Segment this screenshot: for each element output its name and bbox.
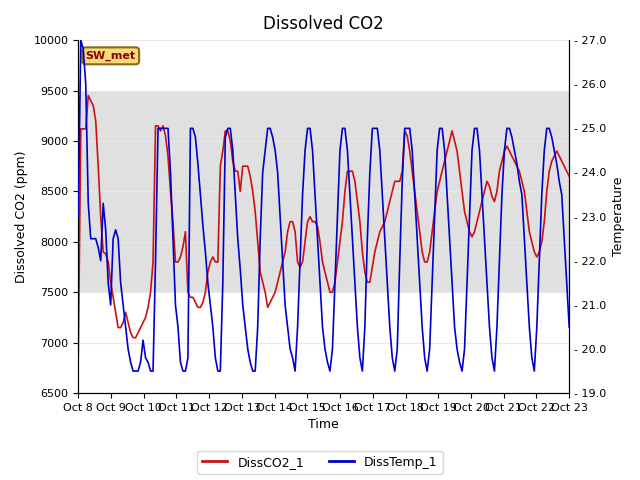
Text: SW_met: SW_met <box>86 51 136 61</box>
Bar <box>78 91 569 292</box>
X-axis label: Time: Time <box>308 419 339 432</box>
Legend: DissCO2_1, DissTemp_1: DissCO2_1, DissTemp_1 <box>197 451 443 474</box>
Title: Dissolved CO2: Dissolved CO2 <box>264 15 384 33</box>
Y-axis label: Temperature: Temperature <box>612 177 625 256</box>
Y-axis label: Dissolved CO2 (ppm): Dissolved CO2 (ppm) <box>15 150 28 283</box>
